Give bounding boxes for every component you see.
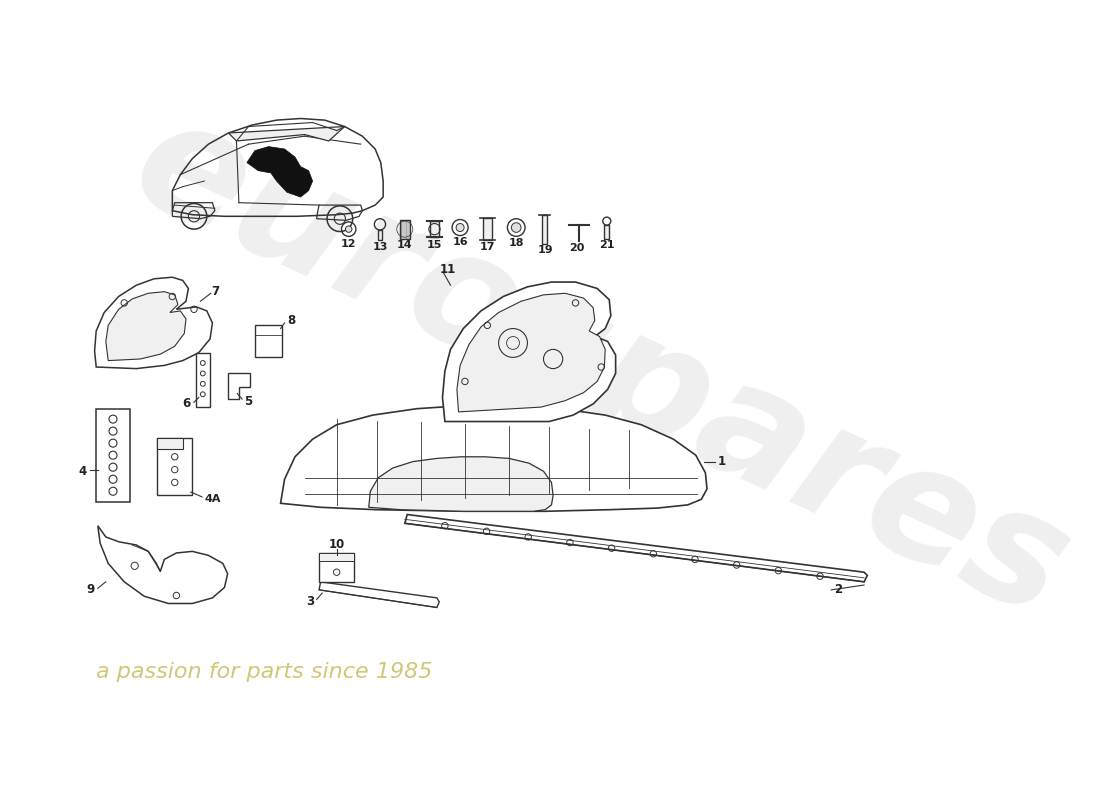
Polygon shape	[319, 582, 439, 607]
Text: 6: 6	[183, 397, 190, 410]
Text: 17: 17	[480, 242, 495, 252]
Polygon shape	[246, 146, 312, 197]
Polygon shape	[368, 457, 553, 511]
Text: 19: 19	[537, 245, 553, 255]
Polygon shape	[456, 294, 605, 412]
Text: 14: 14	[397, 240, 412, 250]
Text: 13: 13	[372, 242, 387, 252]
Text: 3: 3	[306, 594, 315, 607]
Text: 16: 16	[452, 237, 468, 247]
Polygon shape	[157, 438, 183, 449]
Polygon shape	[95, 278, 212, 369]
Text: eurospares: eurospares	[111, 83, 1091, 650]
Text: 21: 21	[600, 240, 615, 250]
Polygon shape	[96, 409, 130, 502]
Polygon shape	[604, 225, 609, 238]
Circle shape	[512, 222, 521, 232]
Text: a passion for parts since 1985: a passion for parts since 1985	[97, 662, 432, 682]
Text: 10: 10	[329, 538, 344, 551]
Polygon shape	[197, 353, 210, 407]
Text: 2: 2	[834, 583, 842, 596]
Polygon shape	[442, 282, 616, 422]
Circle shape	[345, 226, 352, 232]
Polygon shape	[106, 292, 186, 361]
Polygon shape	[229, 126, 344, 141]
Polygon shape	[430, 221, 439, 237]
Text: 4: 4	[78, 465, 87, 478]
Text: 8: 8	[287, 314, 295, 327]
Text: 20: 20	[570, 243, 585, 254]
Polygon shape	[229, 374, 250, 399]
Text: 12: 12	[341, 238, 356, 249]
Text: 15: 15	[427, 240, 442, 250]
Text: 1: 1	[717, 455, 726, 468]
Polygon shape	[157, 438, 192, 495]
Polygon shape	[405, 514, 867, 582]
Text: 18: 18	[508, 238, 524, 248]
Polygon shape	[400, 219, 409, 238]
Circle shape	[456, 223, 464, 231]
Text: 9: 9	[86, 583, 95, 596]
Polygon shape	[255, 326, 283, 358]
Polygon shape	[280, 406, 707, 511]
Polygon shape	[319, 553, 354, 582]
Text: 4A: 4A	[205, 494, 221, 504]
Polygon shape	[542, 214, 548, 243]
Text: 11: 11	[439, 262, 455, 276]
Text: 5: 5	[244, 395, 253, 408]
Polygon shape	[319, 553, 354, 561]
Polygon shape	[98, 526, 228, 603]
Polygon shape	[483, 218, 492, 240]
Text: 7: 7	[211, 285, 219, 298]
